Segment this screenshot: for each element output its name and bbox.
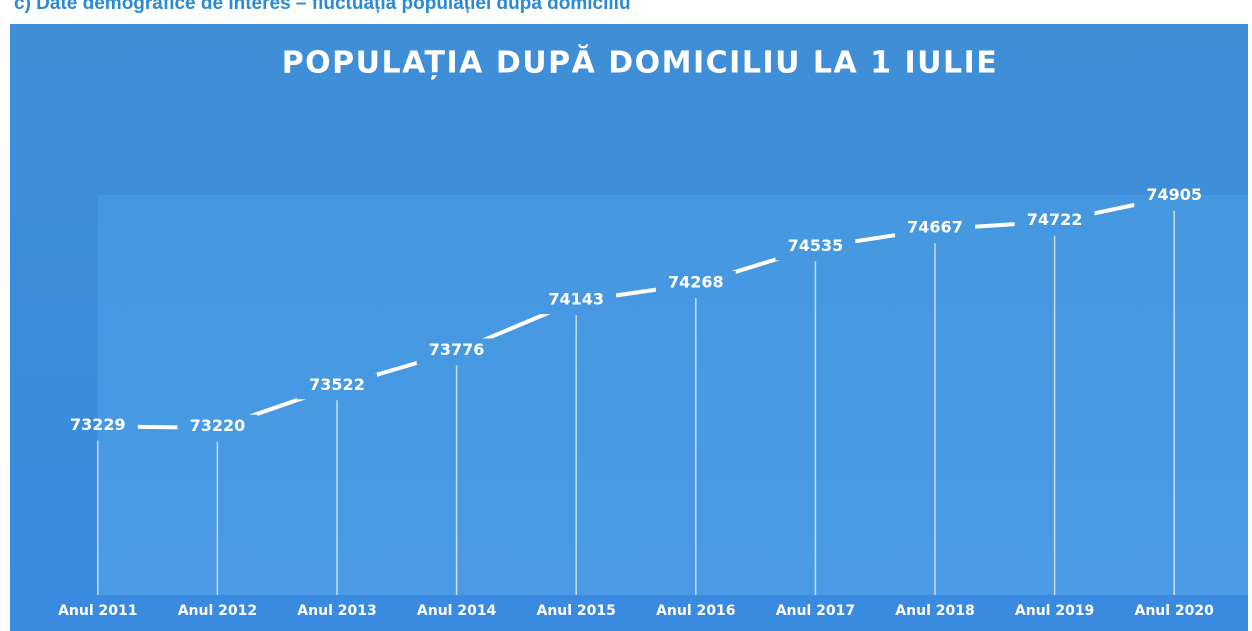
plot-area — [98, 195, 1248, 595]
category-label: Anul 2018 — [895, 603, 974, 619]
category-label: Anul 2014 — [417, 603, 497, 619]
category-label: Anul 2016 — [656, 603, 735, 619]
value-label: 74722 — [1027, 210, 1083, 229]
category-label: Anul 2019 — [1015, 603, 1094, 619]
value-label: 73776 — [429, 340, 485, 359]
data-line — [97, 194, 1175, 430]
category-label: Anul 2017 — [776, 603, 855, 619]
value-label: 74535 — [788, 236, 844, 255]
page-heading: c) Date demografice de interes – fluctua… — [14, 0, 631, 14]
chart-title: POPULAȚIA DUPĂ DOMICILIU LA 1 IULIE — [282, 44, 999, 81]
value-label: 74905 — [1146, 185, 1202, 204]
value-label: 73522 — [309, 375, 365, 394]
value-label: 74143 — [548, 290, 604, 309]
category-label: Anul 2015 — [536, 603, 615, 619]
category-label: Anul 2013 — [297, 603, 376, 619]
category-label: Anul 2020 — [1134, 603, 1214, 619]
value-label: 74268 — [668, 272, 724, 291]
value-label: 73229 — [70, 415, 126, 434]
category-label: Anul 2011 — [58, 603, 137, 619]
value-label: 74667 — [907, 218, 963, 237]
value-label: 73220 — [190, 416, 246, 435]
category-label: Anul 2012 — [178, 603, 257, 619]
